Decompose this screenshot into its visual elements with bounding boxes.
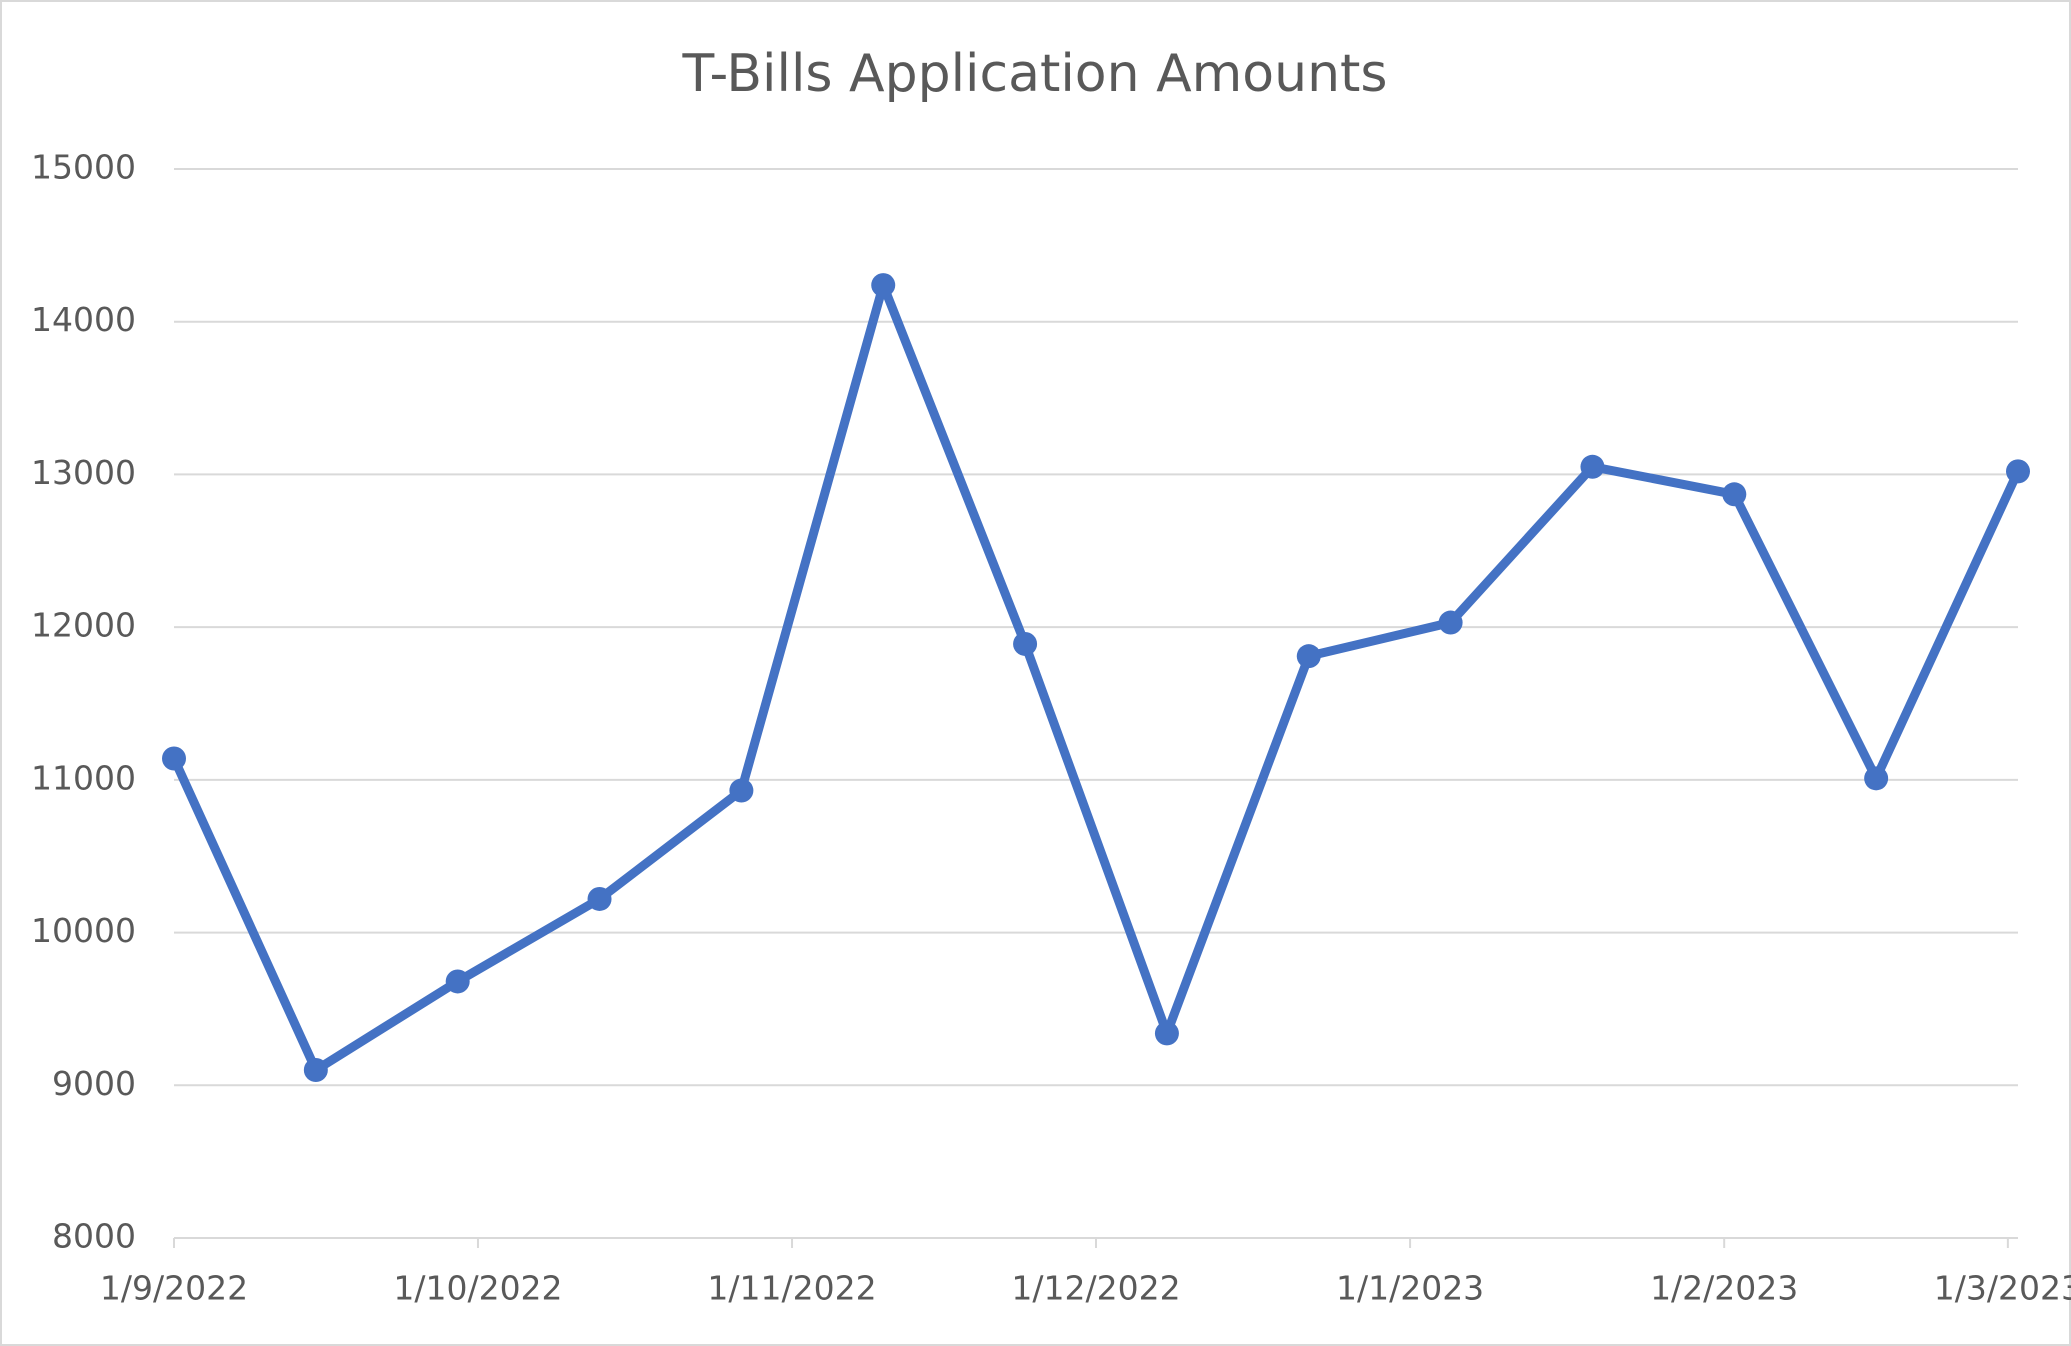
data-point [1154,1021,1179,1046]
data-point [587,886,612,911]
data-point [162,746,186,771]
data-point [1580,454,1605,479]
x-tick-label: 1/3/2023 [1934,1269,2071,1308]
x-tick-label: 1/12/2022 [1011,1269,1180,1308]
y-tick-label: 8000 [52,1217,136,1256]
x-tick-label: 1/10/2022 [393,1269,562,1308]
y-tick-label: 15000 [31,148,136,187]
y-tick-label: 13000 [31,453,136,492]
y-tick-label: 12000 [31,606,136,645]
x-tick-label: 1/9/2022 [100,1269,248,1308]
x-tick-label: 1/2/2023 [1650,1269,1798,1308]
x-tick-label: 1/11/2022 [707,1269,876,1308]
data-point [729,778,754,803]
data-point [303,1058,328,1083]
data-point [2006,459,2030,484]
data-point [1013,631,1038,656]
y-tick-label: 14000 [31,300,136,339]
data-point [1722,482,1747,507]
data-point [1296,644,1321,669]
data-point [445,969,470,994]
y-tick-label: 9000 [52,1064,136,1103]
y-tick-label: 11000 [31,758,136,797]
y-tick-label: 10000 [31,911,136,950]
x-tick-label: 1/1/2023 [1336,1269,1484,1308]
data-point [1864,766,1889,791]
chart-title: T-Bills Application Amounts [681,44,1387,104]
data-point [1438,610,1463,635]
series-line [169,280,2023,1075]
data-point [871,273,896,298]
